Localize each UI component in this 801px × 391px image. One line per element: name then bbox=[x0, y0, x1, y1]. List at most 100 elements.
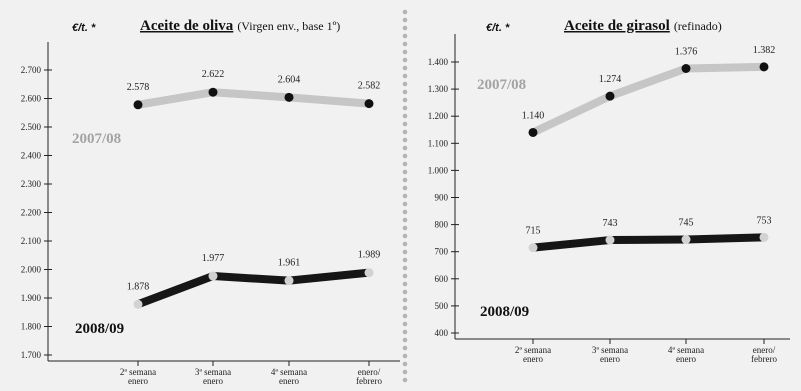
series-label-2007-08: 2007/08 bbox=[72, 131, 121, 147]
divider-dot bbox=[402, 9, 408, 15]
data-label: 753 bbox=[757, 215, 772, 226]
divider-dot bbox=[402, 321, 408, 327]
divider-dot bbox=[402, 177, 408, 183]
y-tick-label: 800 bbox=[435, 220, 449, 230]
divider-dot bbox=[402, 161, 408, 167]
series-label-2008-09: 2008/09 bbox=[75, 321, 124, 337]
data-point bbox=[528, 243, 538, 253]
y-tick-label: 2.400 bbox=[21, 151, 42, 161]
divider-dot bbox=[402, 49, 408, 55]
y-tick-label: 2.200 bbox=[21, 208, 42, 218]
data-label: 1.376 bbox=[675, 47, 698, 58]
data-label: 1.140 bbox=[522, 110, 545, 121]
data-point bbox=[284, 276, 294, 286]
divider-dot bbox=[402, 129, 408, 135]
y-tick-label: 1.200 bbox=[428, 111, 449, 121]
divider-dot bbox=[402, 273, 408, 279]
x-tick-label: enero bbox=[600, 354, 620, 364]
x-tick-label: febrero bbox=[356, 376, 382, 386]
divider-dot bbox=[402, 281, 408, 287]
y-tick-label: 2.000 bbox=[21, 265, 42, 275]
y-tick-label: 900 bbox=[435, 193, 449, 203]
divider-dot bbox=[402, 265, 408, 271]
divider-dot bbox=[402, 313, 408, 319]
chart-title: Aceite de girasol (refinado) bbox=[564, 18, 722, 34]
divider-dot bbox=[402, 377, 408, 383]
unit-label: €/t. * bbox=[72, 22, 96, 34]
divider-dot bbox=[402, 209, 408, 215]
chart-title: Aceite de oliva (Virgen env., base 1º) bbox=[140, 18, 340, 34]
x-tick-label: 4ª semana bbox=[271, 367, 307, 377]
unit-label: €/t. * bbox=[486, 22, 510, 34]
series-line-2008-09 bbox=[529, 233, 768, 252]
y-tick-label: 1.400 bbox=[428, 57, 449, 67]
x-tick-label: febrero bbox=[751, 354, 777, 364]
divider-dot bbox=[402, 113, 408, 119]
chart-subtitle: (Virgen env., base 1º) bbox=[237, 19, 340, 33]
data-point bbox=[681, 235, 691, 245]
data-point bbox=[133, 299, 143, 309]
data-label: 743 bbox=[603, 218, 618, 229]
divider-dot bbox=[402, 353, 408, 359]
data-point bbox=[528, 127, 538, 137]
data-point bbox=[364, 268, 374, 278]
series-label-2007-08: 2007/08 bbox=[477, 77, 526, 93]
divider-dot bbox=[402, 193, 408, 199]
y-tick-label: 2.300 bbox=[21, 179, 42, 189]
data-label: 2.604 bbox=[278, 74, 301, 85]
y-tick-label: 2.600 bbox=[21, 94, 42, 104]
divider-dot bbox=[402, 121, 408, 127]
data-point bbox=[208, 87, 218, 97]
data-label: 745 bbox=[679, 218, 694, 229]
chart-title-main: Aceite de oliva bbox=[140, 18, 234, 34]
x-tick-label: enero bbox=[676, 354, 696, 364]
divider-dot bbox=[402, 297, 408, 303]
y-tick-label: 700 bbox=[435, 247, 449, 257]
divider-dot bbox=[402, 33, 408, 39]
chart-subtitle: (refinado) bbox=[674, 19, 722, 33]
divider-dot bbox=[402, 337, 408, 343]
data-label: 1.989 bbox=[358, 250, 381, 261]
y-tick-label: 1.800 bbox=[21, 322, 42, 332]
x-tick-label: 3ª semana bbox=[592, 345, 628, 355]
chart-panel-2: €/t. * Aceite de girasol (refinado) 400 500 6… bbox=[428, 18, 790, 364]
data-point bbox=[208, 271, 218, 281]
y-tick-label: 1.100 bbox=[428, 138, 449, 148]
data-label: 1.961 bbox=[278, 258, 301, 269]
divider-dot bbox=[402, 361, 408, 367]
panel-divider bbox=[402, 9, 408, 383]
divider-dot bbox=[402, 201, 408, 207]
x-tick-label: enero bbox=[203, 376, 223, 386]
chart-panel-1: €/t. * Aceite de oliva (Virgen env., base … bbox=[21, 18, 400, 386]
divider-dot bbox=[402, 233, 408, 239]
divider-dot bbox=[402, 57, 408, 63]
divider-dot bbox=[402, 225, 408, 231]
data-point bbox=[681, 64, 691, 74]
data-label: 2.622 bbox=[202, 69, 225, 80]
y-tick-label: 1.300 bbox=[428, 84, 449, 94]
y-tick-label: 1.900 bbox=[21, 293, 42, 303]
data-label: 1.878 bbox=[127, 281, 150, 292]
x-tick-label: enero bbox=[523, 354, 543, 364]
x-tick-label: 4ª semana bbox=[668, 345, 704, 355]
divider-dot bbox=[402, 105, 408, 111]
x-tick-label: enero/ bbox=[358, 367, 381, 377]
divider-dot bbox=[402, 249, 408, 255]
divider-dot bbox=[402, 329, 408, 335]
divider-dot bbox=[402, 305, 408, 311]
divider-dot bbox=[402, 169, 408, 175]
data-point bbox=[605, 235, 615, 245]
divider-dot bbox=[402, 185, 408, 191]
x-tick-label: enero/ bbox=[753, 345, 776, 355]
y-tick-label: 2.700 bbox=[21, 65, 42, 75]
y-tick-label: 500 bbox=[435, 301, 449, 311]
y-tick-label: 600 bbox=[435, 274, 449, 284]
data-point bbox=[364, 99, 374, 109]
x-tick-label: 2ª semana bbox=[120, 367, 156, 377]
data-label: 1.977 bbox=[202, 253, 225, 264]
divider-dot bbox=[402, 25, 408, 31]
divider-dot bbox=[402, 17, 408, 23]
y-tick-label: 1.000 bbox=[428, 165, 449, 175]
